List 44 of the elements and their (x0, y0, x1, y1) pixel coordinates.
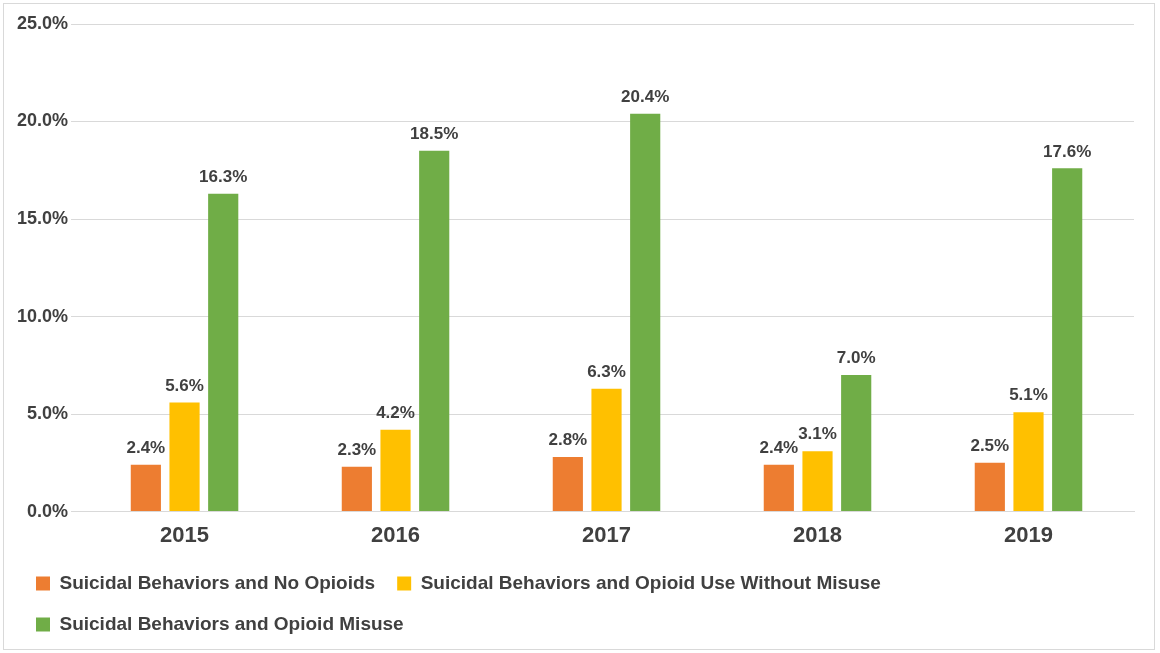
data-label: 2.5% (970, 436, 1010, 456)
x-tick-label: 2019 (1004, 521, 1053, 547)
data-label: 2.3% (337, 439, 377, 459)
bar (419, 150, 450, 512)
y-tick-label: 10.0% (16, 305, 69, 326)
legend-label: Suicidal Behaviors and Opioid Use Without Misuse (420, 571, 881, 593)
data-label: 5.6% (165, 375, 204, 395)
x-tick-label: 2016 (371, 521, 420, 547)
bar (630, 113, 661, 512)
y-tick-label: 0.0% (27, 500, 69, 521)
bar (130, 464, 161, 512)
bar (974, 462, 1005, 512)
x-tick-label: 2015 (160, 521, 210, 547)
data-label: 5.1% (1009, 385, 1048, 405)
bar (169, 402, 200, 512)
data-label: 20.4% (621, 86, 670, 106)
data-label: 3.1% (798, 424, 837, 444)
x-tick-label: 2018 (793, 521, 842, 547)
bar (1052, 168, 1083, 512)
x-tick-label: 2017 (582, 521, 631, 547)
data-label: 2.8% (548, 430, 588, 450)
bar (208, 193, 239, 512)
bar (802, 451, 833, 512)
y-tick-label: 20.0% (16, 110, 69, 131)
data-label: 2.4% (126, 437, 166, 457)
data-label: 16.3% (199, 166, 248, 186)
y-tick-label: 15.0% (16, 208, 69, 229)
bar (380, 429, 411, 512)
y-tick-label: 25.0% (16, 12, 69, 33)
bar (591, 388, 622, 512)
data-label: 7.0% (836, 348, 876, 368)
legend-label: Suicidal Behaviors and No Opioids (59, 571, 376, 593)
data-label: 4.2% (376, 402, 415, 422)
bar (341, 466, 372, 512)
data-label: 6.3% (587, 361, 626, 381)
bar (1013, 412, 1044, 512)
y-tick-label: 5.0% (27, 403, 69, 424)
legend-label: Suicidal Behaviors and Opioid Misuse (59, 612, 404, 634)
bar (841, 375, 872, 512)
bar (763, 464, 794, 512)
data-label: 17.6% (1043, 141, 1092, 161)
bar (552, 456, 583, 512)
data-label: 2.4% (759, 437, 799, 457)
data-label: 18.5% (410, 123, 459, 143)
